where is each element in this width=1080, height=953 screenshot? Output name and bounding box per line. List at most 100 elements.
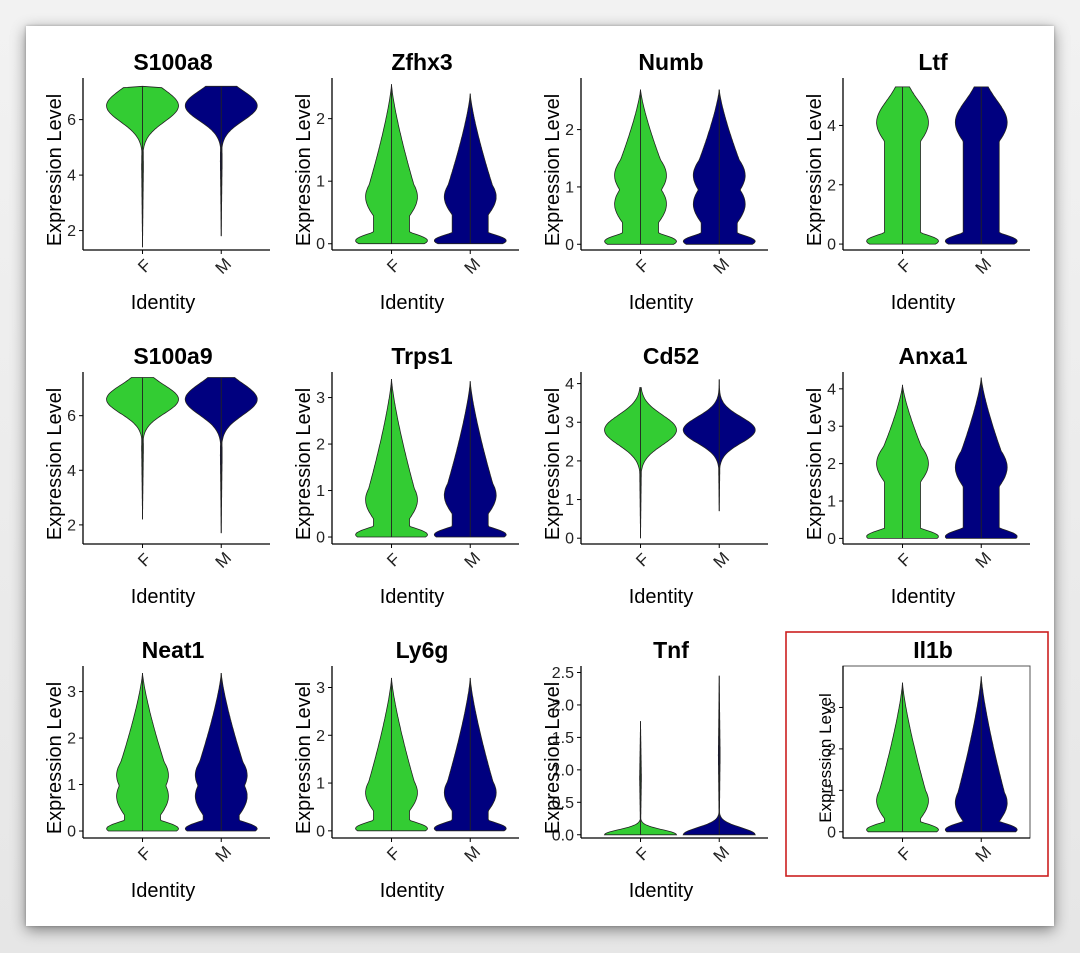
x-tick-label: F <box>632 256 653 277</box>
plot-title: Il1b <box>913 637 953 663</box>
y-axis-label: Expression Level <box>542 94 564 246</box>
x-axis-label: Identity <box>629 586 693 608</box>
y-tick-label: 0 <box>827 237 836 254</box>
y-axis-label: Expression Level <box>816 693 835 822</box>
plot-title: Zfhx3 <box>391 49 452 75</box>
plot-title: Neat1 <box>142 637 205 663</box>
x-tick-label: M <box>461 254 484 277</box>
y-tick-label: 1 <box>316 174 325 191</box>
plot-title: Numb <box>638 49 703 75</box>
x-tick-label: M <box>461 842 484 865</box>
y-tick-label: 2.0 <box>552 697 574 714</box>
x-tick-label: M <box>212 842 235 865</box>
y-axis-label: Expression Level <box>293 388 315 540</box>
y-tick-label: 2 <box>565 122 574 139</box>
x-tick-label: M <box>710 548 733 571</box>
y-tick-label: 0 <box>316 530 325 547</box>
y-tick-label: 3 <box>67 684 76 701</box>
x-tick-label: F <box>134 550 155 571</box>
y-tick-label: 1 <box>316 776 325 793</box>
x-tick-label: M <box>212 548 235 571</box>
y-tick-label: 3 <box>565 415 574 432</box>
y-tick-label: 1.0 <box>552 762 574 779</box>
y-axis-label: Expression Level <box>804 94 826 246</box>
x-tick-label: M <box>972 254 995 277</box>
y-tick-label: 0 <box>316 823 325 840</box>
y-tick-label: 2 <box>316 728 325 745</box>
x-axis-label: Identity <box>380 880 444 902</box>
y-axis-label: Expression Level <box>293 682 315 834</box>
y-tick-label: 4 <box>827 118 836 135</box>
y-axis-label: Expression Level <box>44 388 66 540</box>
y-tick-label: 1 <box>565 492 574 509</box>
y-tick-label: 4 <box>827 381 836 398</box>
y-tick-label: 0 <box>827 824 836 841</box>
y-axis-label: Expression Level <box>804 388 826 540</box>
plot-title: S100a9 <box>133 343 212 369</box>
y-tick-label: 3 <box>827 700 836 717</box>
x-tick-label: F <box>383 256 404 277</box>
x-tick-label: M <box>461 548 484 571</box>
plot-title: Trps1 <box>391 343 453 369</box>
x-tick-label: M <box>710 842 733 865</box>
y-tick-label: 3 <box>316 680 325 697</box>
y-tick-label: 3 <box>316 390 325 407</box>
y-axis-label: Expression Level <box>44 94 66 246</box>
x-tick-label: F <box>134 844 155 865</box>
x-tick-label: M <box>972 548 995 571</box>
x-tick-label: F <box>894 256 915 277</box>
y-tick-label: 2 <box>565 453 574 470</box>
y-tick-label: 0.0 <box>552 827 574 844</box>
plot-title: Tnf <box>653 637 689 663</box>
x-tick-label: F <box>632 550 653 571</box>
x-axis-label: Identity <box>380 292 444 314</box>
y-tick-label: 6 <box>67 112 76 129</box>
y-tick-label: 4 <box>565 376 574 393</box>
y-tick-label: 1 <box>67 777 76 794</box>
y-tick-label: 2 <box>67 223 76 240</box>
y-tick-label: 0 <box>565 531 574 548</box>
plot-title: Cd52 <box>643 343 699 369</box>
y-axis-label: Expression Level <box>542 682 564 834</box>
plot-title: Ltf <box>918 49 948 75</box>
x-tick-label: M <box>710 254 733 277</box>
x-tick-label: F <box>383 550 404 571</box>
x-tick-label: F <box>894 550 915 571</box>
y-tick-label: 0.5 <box>552 795 574 812</box>
y-tick-label: 2.5 <box>552 665 574 682</box>
x-tick-label: F <box>894 844 915 865</box>
plot-title: Ly6g <box>396 637 449 663</box>
x-tick-label: F <box>134 256 155 277</box>
x-tick-label: M <box>972 842 995 865</box>
y-tick-label: 4 <box>67 463 76 480</box>
y-tick-label: 2 <box>67 517 76 534</box>
x-axis-label: Identity <box>629 292 693 314</box>
y-tick-label: 0 <box>316 236 325 253</box>
x-axis-label: Identity <box>131 586 195 608</box>
x-axis-label: Identity <box>131 880 195 902</box>
y-tick-label: 1 <box>827 494 836 511</box>
y-tick-label: 1 <box>565 179 574 196</box>
y-tick-label: 2 <box>316 111 325 128</box>
y-tick-label: 0 <box>67 824 76 841</box>
y-tick-label: 2 <box>67 731 76 748</box>
y-axis-label: Expression Level <box>293 94 315 246</box>
plot-title: S100a8 <box>133 49 213 75</box>
y-tick-label: 6 <box>67 408 76 425</box>
y-axis-label: Expression Level <box>44 682 66 834</box>
x-tick-label: F <box>383 844 404 865</box>
